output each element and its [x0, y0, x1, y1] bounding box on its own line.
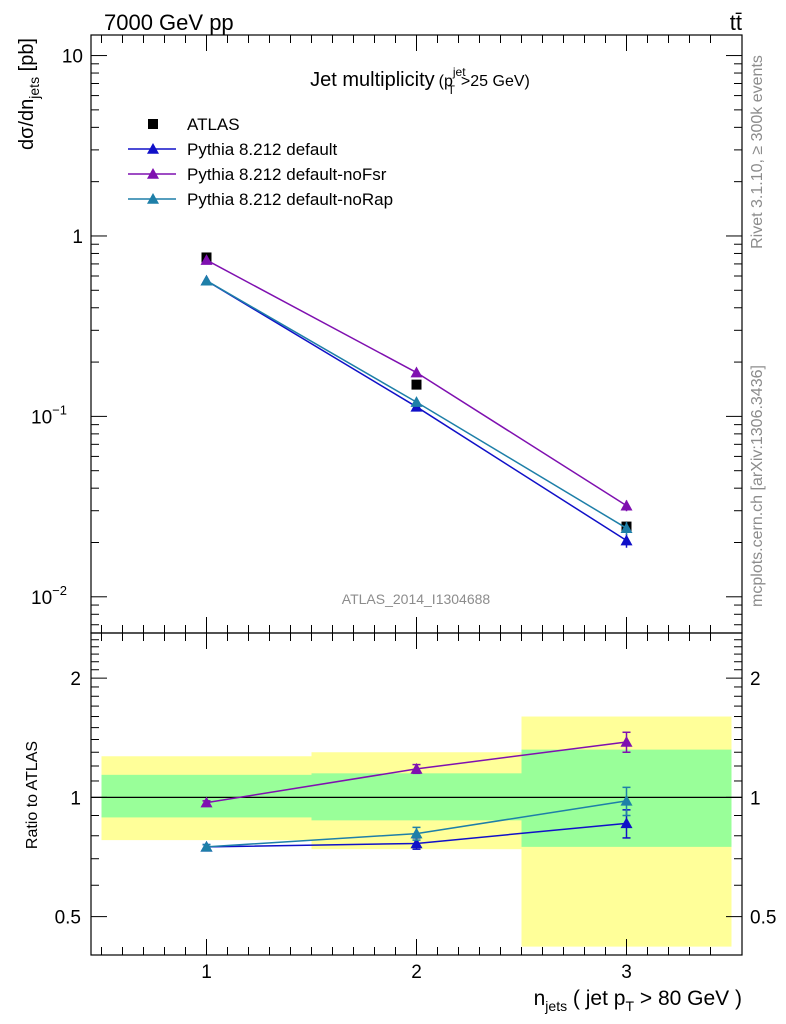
x-tick-label: 1 [201, 962, 212, 983]
data-point [410, 366, 423, 378]
ratio-series-1 [200, 731, 633, 808]
data-point [200, 274, 213, 286]
legend-item: Pythia 8.212 default [128, 140, 338, 159]
ratio-data-point [620, 794, 633, 806]
ratio-data-point [200, 796, 213, 808]
analysis-watermark: ATLAS_2014_I1304688 [342, 591, 491, 607]
chart-title: Jet multiplicity (pjet T >25 GeV) [310, 65, 530, 97]
ratio-data-point [410, 827, 423, 839]
x-axis-label: njets ( jet pT > 80 GeV ) [534, 987, 742, 1014]
data-point [410, 396, 423, 407]
main-panel: 10 1 10−1 10−2 Jet multiplicity (pjet T >25 Ge… [16, 34, 743, 634]
legend-label: ATLAS [187, 115, 240, 134]
legend-label: Pythia 8.212 default-noRap [187, 190, 393, 209]
legend-label: Pythia 8.212 default [187, 140, 338, 159]
ratio-series-2 [200, 786, 633, 852]
ratio-data-point [200, 840, 213, 852]
main-axis-ticks: 10 1 10−1 10−2 [31, 35, 742, 633]
data-point [620, 522, 633, 534]
ratio-axis-ticks: 2 2 1 1 0.5 0.5 1 2 3 [55, 632, 776, 983]
y-tick-label: 10−2 [31, 583, 67, 609]
y-tick-label: 1 [72, 227, 83, 248]
header-process-label: tt̄ [730, 10, 742, 35]
ratio-y-tick-label-right: 0.5 [750, 908, 776, 929]
legend-item: Pythia 8.212 default-noRap [128, 190, 393, 209]
ratio-y-tick-label: 0.5 [55, 908, 81, 929]
legend-marker [147, 143, 159, 154]
ratio-data-point [410, 762, 423, 774]
ratio-y-tick-label-right: 2 [750, 669, 761, 690]
legend-item: ATLAS [148, 115, 240, 134]
mcplots-source-label: mcplots.cern.ch [arXiv:1306.3436] [749, 365, 766, 607]
ratio-data-point [410, 837, 423, 849]
data-point [411, 379, 422, 390]
legend-marker [147, 168, 159, 179]
series-3 [200, 274, 633, 536]
x-tick-label: 2 [411, 962, 422, 983]
series-2 [200, 254, 633, 512]
ratio-data-point [620, 817, 633, 829]
legend-marker [147, 193, 159, 204]
ratio-panel: 2 2 1 1 0.5 0.5 1 2 3 Ratio to ATLAS njets ( jet… [24, 632, 776, 1014]
data-point [200, 254, 213, 265]
series-1 [200, 274, 633, 548]
y-axis-label: dσ/dnjets [pb] [16, 38, 42, 150]
ratio-data-point [620, 735, 633, 747]
data-point [620, 499, 633, 511]
uncertainty-band-green [101, 774, 312, 818]
rivet-version-label: Rivet 3.1.10, ≥ 300k events [749, 55, 766, 249]
ratio-y-tick-label: 1 [70, 788, 81, 809]
legend-label: Pythia 8.212 default-noFsr [187, 165, 387, 184]
ratio-y-tick-label-right: 1 [750, 788, 761, 809]
series-0 [201, 252, 632, 532]
legend-marker [148, 119, 158, 129]
data-point [620, 534, 633, 546]
main-plot-area [200, 252, 633, 548]
y-tick-label: 10−1 [31, 402, 67, 428]
ratio-plot-area [91, 716, 742, 947]
header-energy-label: 7000 GeV pp [104, 10, 234, 35]
legend-item: Pythia 8.212 default-noFsr [128, 165, 387, 184]
y-tick-label: 10 [62, 47, 83, 68]
x-tick-label: 3 [621, 962, 632, 983]
legend: ATLAS Pythia 8.212 default Pythia 8.212 de… [128, 115, 393, 209]
ratio-y-tick-label: 2 [70, 669, 81, 690]
ratio-y-axis-label: Ratio to ATLAS [24, 741, 41, 849]
